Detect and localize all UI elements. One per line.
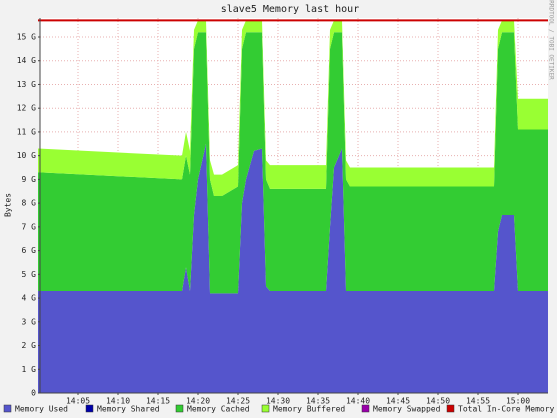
legend-label: Total In-Core Memory (458, 405, 555, 414)
credit: RRDTOOL / TOBI OETIKER (548, 0, 555, 80)
y-tick-label: 9 G (22, 175, 37, 184)
legend-swatch (361, 404, 370, 413)
y-tick-label: 12 G (17, 104, 36, 113)
legend-label: Memory Used (15, 405, 68, 414)
y-tick-label: 2 G (22, 341, 37, 350)
x-tick-label: 14:10 (106, 397, 130, 406)
y-tick-label: 3 G (22, 317, 37, 326)
x-tick-label: 14:45 (386, 397, 410, 406)
y-axis-label: Bytes (4, 193, 13, 217)
y-tick-label: 14 G (17, 56, 36, 65)
y-tick-label: 7 G (22, 222, 37, 231)
y-tick-label: 15 G (17, 32, 36, 41)
y-tick-label: 0 (31, 389, 36, 398)
legend-swatch (175, 404, 184, 413)
y-tick-label: 1 G (22, 365, 37, 374)
y-tick-label: 10 G (17, 151, 36, 160)
x-tick-label: 14:40 (346, 397, 370, 406)
y-tick-label: 4 G (22, 294, 37, 303)
legend-label: Memory Shared (97, 405, 160, 414)
legend-swatch (261, 404, 270, 413)
x-tick-label: 14:15 (146, 397, 170, 406)
x-tick-label: 14:55 (466, 397, 490, 406)
legend-swatch (3, 404, 12, 413)
x-tick-label: 15:00 (506, 397, 530, 406)
x-tick-label: 14:25 (226, 397, 250, 406)
legend-label: Memory Cached (187, 405, 250, 414)
legend-label: Memory Swapped (373, 405, 441, 414)
x-tick-label: 14:20 (186, 397, 210, 406)
x-tick-label: 14:30 (266, 397, 290, 406)
y-tick-label: 13 G (17, 80, 36, 89)
legend-swatch (85, 404, 94, 413)
x-tick-label: 14:35 (306, 397, 330, 406)
y-tick-label: 6 G (22, 246, 37, 255)
legend-swatch (446, 404, 455, 413)
y-tick-label: 8 G (22, 199, 37, 208)
x-tick-label: 14:50 (426, 397, 450, 406)
area (38, 143, 548, 393)
y-tick-label: 11 G (17, 127, 36, 136)
chart-title: slave5 Memory last hour (221, 4, 359, 15)
legend-label: Memory Buffered (273, 405, 345, 414)
y-tick-label: 5 G (22, 270, 37, 279)
x-tick-label: 14:05 (66, 397, 90, 406)
area (38, 32, 548, 294)
